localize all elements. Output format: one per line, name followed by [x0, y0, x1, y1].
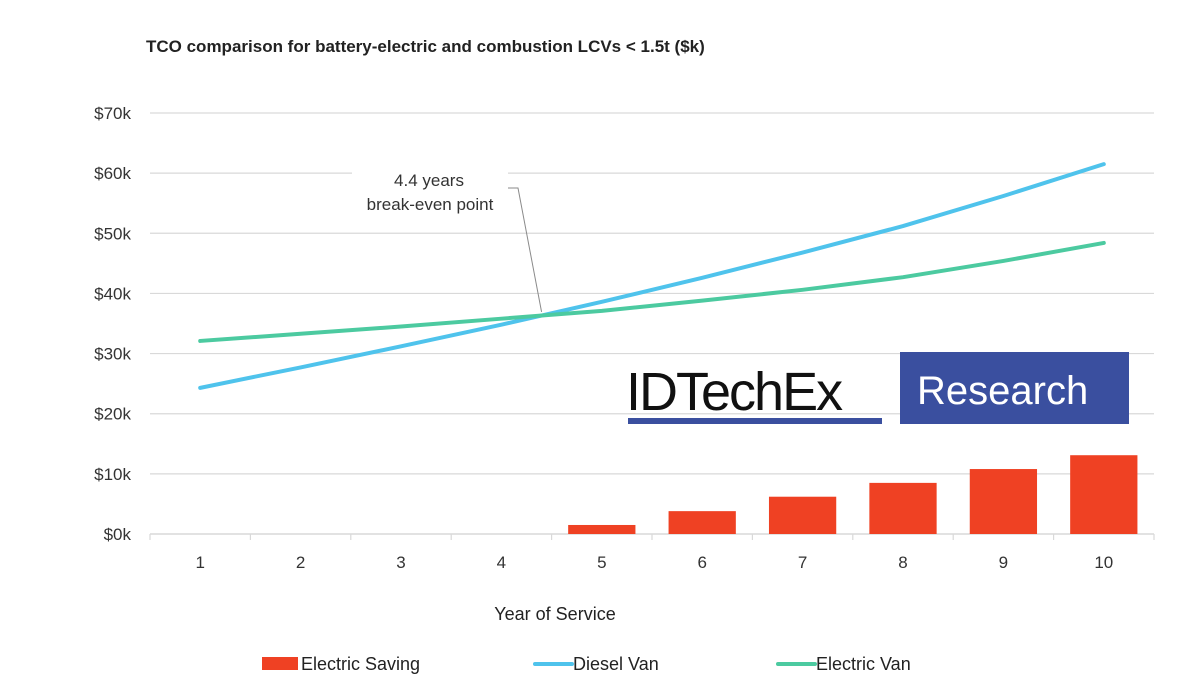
y-tick-label: $10k — [94, 465, 131, 484]
legend-item-electric-saving[interactable]: Electric Saving — [262, 654, 420, 674]
annotation-line-2: break-even point — [367, 195, 494, 214]
y-tick-label: $30k — [94, 345, 131, 364]
legend: Electric Saving Diesel Van Electric Van — [262, 654, 911, 674]
break-even-annotation: 4.4 years break-even point — [352, 166, 543, 312]
chart-title: TCO comparison for battery-electric and … — [146, 37, 705, 56]
x-tick-label: 10 — [1094, 553, 1113, 572]
x-tick-label: 6 — [697, 553, 706, 572]
x-axis: 1 2 3 4 5 6 7 8 9 10 — [149, 533, 1155, 572]
legend-item-diesel-van[interactable]: Diesel Van — [533, 654, 659, 674]
bar-electric-saving — [568, 524, 636, 534]
bar-electric-saving — [869, 482, 937, 534]
line-electric-van — [198, 240, 1106, 343]
logo-text-research: Research — [917, 369, 1088, 413]
x-tick-label: 7 — [798, 553, 807, 572]
logo-box — [900, 352, 1129, 424]
idtechex-logo: IDTechEx Research — [626, 352, 1129, 424]
bar-electric-saving — [1070, 455, 1138, 534]
y-axis: $0k $10k $20k $30k $40k $50k $60k $70k — [94, 104, 131, 544]
line-diesel-van — [198, 162, 1106, 390]
y-tick-label: $70k — [94, 104, 131, 123]
x-axis-title: Year of Service — [494, 604, 615, 624]
y-tick-label: $50k — [94, 224, 131, 243]
y-tick-label: $20k — [94, 405, 131, 424]
logo-text-idtechex: IDTechEx — [626, 362, 843, 422]
y-tick-label: $0k — [104, 525, 132, 544]
x-tick-label: 1 — [195, 553, 204, 572]
x-tick-label: 8 — [898, 553, 907, 572]
logo-underline — [628, 418, 882, 424]
legend-swatch-electric-saving — [262, 657, 298, 670]
bar-electric-saving — [969, 469, 1038, 534]
legend-item-electric-van[interactable]: Electric Van — [776, 654, 911, 674]
annotation-line-1: 4.4 years — [394, 171, 464, 190]
line-series — [198, 162, 1106, 390]
legend-label-electric-saving: Electric Saving — [301, 654, 420, 674]
legend-label-diesel-van: Diesel Van — [573, 654, 659, 674]
bars-electric-saving — [568, 455, 1138, 534]
gridlines — [150, 112, 1154, 475]
y-tick-label: $40k — [94, 284, 131, 303]
annotation-leader-line — [508, 187, 543, 312]
x-tick-label: 3 — [396, 553, 405, 572]
y-tick-label: $60k — [94, 164, 131, 183]
bar-electric-saving — [668, 511, 736, 534]
annotation-background — [352, 166, 508, 216]
x-tick-label: 4 — [497, 553, 506, 572]
x-tick-label: 2 — [296, 553, 305, 572]
bar-electric-saving — [768, 496, 837, 534]
x-tick-label: 5 — [597, 553, 606, 572]
x-tick-label: 9 — [999, 553, 1008, 572]
legend-label-electric-van: Electric Van — [816, 654, 911, 674]
